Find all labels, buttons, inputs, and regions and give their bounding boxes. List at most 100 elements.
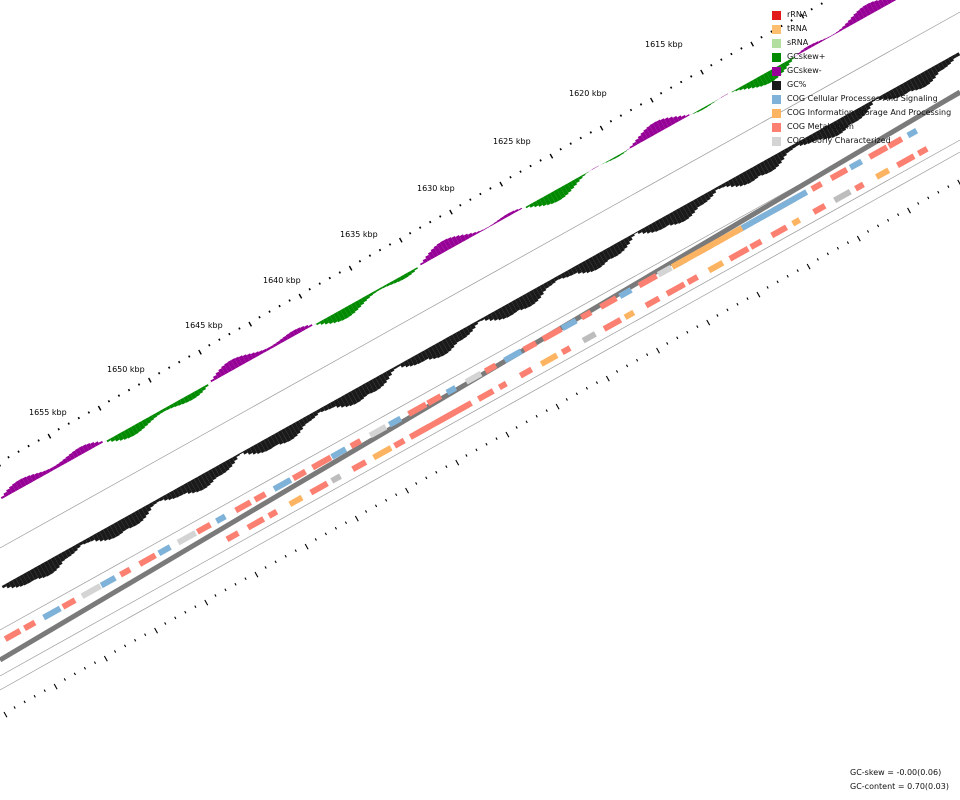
gc-skew-bar: [850, 15, 858, 24]
legend-swatch: [772, 136, 781, 146]
gc-content-bar: [804, 136, 812, 145]
gc-skew-bar: [162, 407, 168, 412]
gc-content-bar: [738, 173, 748, 186]
gc-content-bar: [497, 307, 507, 320]
gc-skew-bar: [234, 356, 243, 367]
gc-content-bar: [221, 461, 230, 472]
tick-label: 1655 kbp: [29, 408, 67, 417]
tick-mark: [589, 131, 593, 134]
gc-content-bar: [930, 65, 939, 76]
tick-mark: [439, 215, 442, 218]
gc-content-bar: [420, 350, 429, 361]
gc-content-bar: [763, 159, 773, 173]
gc-content-bar: [239, 451, 244, 455]
gc-skew-bar: [835, 30, 840, 34]
gc-content-bar: [144, 504, 152, 512]
gene-arrow: [875, 167, 891, 180]
gc-content-bar: [399, 362, 406, 368]
gc-content-bar: [193, 476, 205, 492]
gc-content-bar: [766, 157, 777, 171]
gene-arrow: [61, 597, 77, 610]
tick-label: 1650 kbp: [107, 365, 145, 374]
tick-mark: [519, 170, 522, 173]
gene-arrow: [644, 295, 661, 309]
tick-mark: [208, 343, 211, 347]
gc-content-bar: [595, 252, 606, 267]
gc-content-bar: [536, 286, 544, 296]
tick-mark: [585, 386, 588, 390]
gc-content-stat: GC-content = 0.70(0.03): [850, 782, 949, 791]
gene-arrow: [246, 516, 266, 531]
gc-skew-bar: [399, 275, 406, 281]
guide-line: [0, 11, 960, 549]
gc-content-bar: [577, 262, 587, 274]
gc-skew-bar: [336, 310, 346, 321]
tick-mark: [428, 220, 432, 224]
gene-arrow: [464, 371, 483, 385]
gc-skew-bar: [807, 44, 812, 50]
gc-skew-bar: [570, 179, 578, 187]
gc-content-bar: [728, 178, 736, 188]
gc-content-bar: [165, 492, 173, 501]
gc-skew-bar: [821, 38, 826, 42]
gc-content-bar: [874, 97, 879, 101]
tick-mark: [23, 700, 26, 704]
gc-skew-bar: [326, 315, 334, 325]
gc-skew-bar: [814, 41, 819, 46]
tick-mark: [334, 526, 338, 530]
gc-skew-bar: [22, 476, 30, 486]
legend-label: sRNA: [787, 38, 809, 47]
legend: rRNA tRNA sRNA GCskew+ GCskew- GC% COG C…: [772, 8, 951, 148]
gc-skew-bar: [471, 231, 477, 237]
tick-mark: [790, 19, 793, 22]
gc-content-bar: [469, 323, 476, 330]
tick-mark: [53, 683, 58, 690]
tick-mark: [178, 360, 181, 364]
gc-skew-bar: [549, 191, 559, 203]
gc-content-bar: [490, 311, 499, 321]
gc-content-bar: [801, 137, 808, 146]
gc-skew-bar: [176, 399, 183, 406]
gc-skew-bar: [183, 395, 190, 403]
gc-content-bar: [735, 174, 744, 187]
gene-arrow: [895, 153, 916, 168]
tick-mark: [405, 487, 409, 494]
gc-skew-bar: [703, 105, 708, 109]
gc-skew-bar: [134, 423, 142, 433]
gc-content-bar: [811, 132, 820, 141]
gc-skew-bar: [12, 482, 20, 492]
tick-mark: [445, 465, 448, 469]
tick-mark: [43, 689, 46, 693]
gc-skew-bar: [742, 84, 748, 90]
gc-content-bar: [892, 87, 901, 99]
gc-skew-bar: [553, 189, 563, 201]
gc-skew-bar: [506, 212, 512, 217]
gc-content-bar: [82, 539, 88, 545]
gene-arrow: [138, 552, 157, 567]
gc-content-bar: [654, 219, 664, 231]
gene-arrow: [623, 309, 636, 320]
tick-mark: [810, 7, 813, 11]
tick-mark: [294, 549, 297, 553]
legend-item: COG Cellular Processes And Signaling: [772, 92, 951, 106]
gc-skew-bar: [269, 345, 275, 350]
tick-mark: [820, 2, 823, 5]
tick-mark: [348, 265, 353, 271]
tick-mark: [63, 678, 66, 681]
tick-mark: [13, 706, 16, 709]
tick-mark: [408, 231, 412, 235]
gc-content-bar: [103, 527, 113, 541]
gc-content-bar: [323, 404, 329, 412]
tick-mark: [629, 108, 633, 112]
gc-content-bar: [682, 204, 693, 218]
gc-content-bar: [895, 85, 905, 97]
gc-content-bar: [825, 124, 836, 139]
gc-content-bar: [700, 194, 708, 204]
tick-mark: [258, 315, 261, 319]
gc-skew-bar: [536, 199, 543, 207]
gc-skew-bar: [546, 193, 556, 205]
gc-skew-bar: [109, 436, 116, 442]
tick-mark: [927, 196, 930, 200]
gc-skew-bar: [649, 123, 659, 135]
